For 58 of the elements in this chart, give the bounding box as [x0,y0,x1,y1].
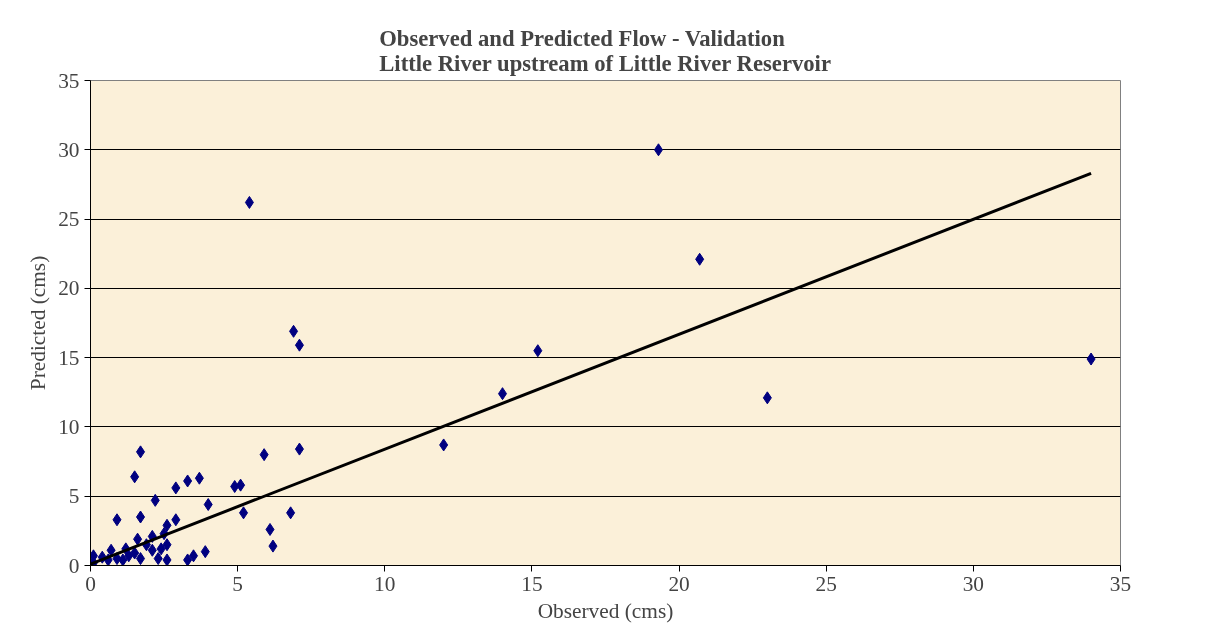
x-axis-title: Observed (cms) [537,598,674,623]
point [239,506,249,520]
x-tick-label: 5 [232,571,243,596]
x-tick-label: 10 [374,571,396,596]
point [162,538,172,552]
point [236,478,246,492]
point [1086,352,1096,366]
point [265,522,275,536]
point [133,532,143,546]
y-tick-label: 35 [58,68,80,93]
x-tick-label: 15 [521,571,543,596]
point [294,338,304,352]
point [112,513,122,527]
point [259,448,269,462]
point [533,344,543,358]
x-tick-label: 35 [1109,571,1132,596]
y-tick-label: 25 [58,207,80,232]
point [289,324,299,338]
point [203,498,213,512]
x-tick-label: 20 [668,571,690,596]
point [130,546,140,560]
x-tick-label: 25 [815,571,837,596]
point [153,552,163,566]
point [171,513,181,527]
point [194,471,204,485]
point [136,552,146,566]
point [183,474,193,488]
point [244,195,254,209]
point [162,518,172,532]
point [106,543,116,557]
point [171,481,181,495]
chart-title: Observed and Predicted Flow - Validation Little River upstream of Little River Reservoir [379,25,831,76]
x-tick-label: 30 [962,571,985,596]
y-tick-label: 15 [58,345,80,370]
point [762,391,772,405]
point [150,493,160,507]
y-tick-label: 20 [58,276,80,301]
point [130,470,140,484]
point [286,506,296,520]
point [294,442,304,456]
y-tick-label: 30 [58,137,80,162]
point [156,542,166,556]
point [136,445,146,459]
point [136,510,146,524]
y-tick-label: 10 [58,414,80,439]
point [183,553,193,566]
x-tick-label: 0 [85,571,96,596]
point [653,143,663,157]
point [268,539,278,553]
point [147,543,157,557]
point [118,553,128,566]
y-tick-label: 5 [68,484,80,509]
point [695,252,705,266]
point [439,438,449,452]
point [200,545,210,559]
point [162,553,172,566]
y-axis-title: Predicted (cms) [26,255,51,391]
y-tick-label: 0 [68,553,80,578]
